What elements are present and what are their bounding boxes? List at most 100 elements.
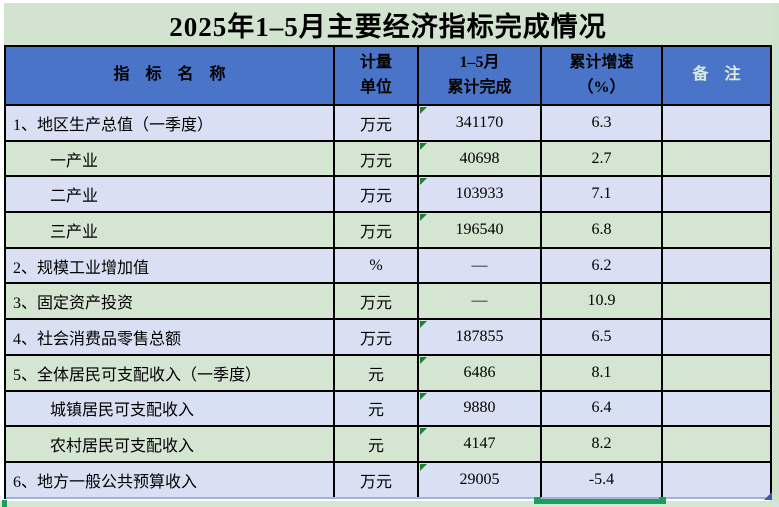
indicator-name-cell[interactable]: 4、社会消费品零售总额	[6, 320, 335, 354]
unit-cell[interactable]: 万元	[335, 462, 419, 497]
selection-handle-left[interactable]	[534, 497, 541, 504]
sheet-right-margin	[770, 3, 779, 507]
fill-handle-corner-icon	[764, 492, 772, 500]
indicator-name: 5、全体居民可支配收入（一季度）	[13, 366, 262, 384]
header-indicator-name[interactable]: 指 标 名 称	[6, 47, 335, 104]
growth-cell[interactable]: 2.7	[542, 141, 663, 176]
remark-cell[interactable]	[663, 106, 770, 140]
remark-cell[interactable]	[663, 320, 770, 354]
unit-value: 万元	[359, 116, 392, 134]
indicator-name: 6、地方一般公共预算收入	[13, 473, 198, 491]
value-cell[interactable]: 29005	[419, 462, 542, 497]
table-row: 3、固定资产投资 万元 — 10.9	[6, 284, 770, 321]
table-row: 城镇居民可支配收入 元 9880 6.4	[6, 391, 770, 428]
growth-cell[interactable]: 6.4	[542, 391, 663, 426]
header-growth-rate[interactable]: 累计增速 （%）	[542, 47, 663, 104]
growth-cell[interactable]: 6.3	[542, 106, 663, 140]
table-row: 一产业 万元 40698 2.7	[6, 141, 770, 178]
header-unit[interactable]: 计量 单位	[335, 47, 419, 104]
selection-handle-row-edge[interactable]	[2, 500, 7, 507]
growth-value: 6.5	[591, 327, 612, 345]
growth-value: 8.2	[591, 435, 612, 453]
table-row: 二产业 万元 103933 7.1	[6, 177, 770, 214]
growth-value: 7.1	[591, 185, 612, 203]
growth-value: 2.7	[591, 149, 612, 167]
growth-cell[interactable]: 6.2	[542, 248, 663, 283]
value-cell[interactable]: 187855	[419, 320, 542, 354]
table-title-cell[interactable]: 2025年1–5月主要经济指标完成情况	[4, 3, 772, 45]
header-cumulative-completed[interactable]: 1–5月 累计完成	[419, 47, 542, 104]
indicator-name: 2、规模工业增加值	[13, 259, 150, 277]
indicator-name-cell[interactable]: 6、地方一般公共预算收入	[6, 462, 335, 497]
remark-cell[interactable]	[663, 356, 770, 390]
value-cell[interactable]: 9880	[419, 391, 542, 426]
indicator-name: 三产业	[50, 223, 99, 241]
unit-cell[interactable]: 万元	[335, 106, 419, 140]
unit-value: 元	[367, 402, 384, 420]
indicator-name-cell[interactable]: 3、固定资产投资	[6, 284, 335, 319]
unit-cell[interactable]: 元	[335, 355, 419, 390]
growth-value: 6.3	[591, 113, 612, 131]
unit-cell[interactable]: 万元	[335, 213, 419, 247]
remark-cell[interactable]	[663, 213, 770, 247]
value-cell[interactable]: 40698	[419, 141, 542, 176]
remark-cell[interactable]	[663, 463, 770, 497]
table-row: 三产业 万元 196540 6.8	[6, 213, 770, 249]
unit-value: 万元	[359, 473, 392, 491]
unit-cell[interactable]: 万元	[335, 141, 419, 176]
unit-cell[interactable]: %	[335, 248, 419, 283]
indicator-table: 2025年1–5月主要经济指标完成情况 指 标 名 称 计量 单位 1–5月 累…	[4, 3, 772, 499]
growth-cell[interactable]: 6.5	[542, 320, 663, 354]
unit-value: 万元	[359, 188, 392, 206]
header-remark[interactable]: 备 注	[692, 66, 741, 84]
remark-cell[interactable]	[663, 177, 770, 211]
value-cell[interactable]: —	[419, 248, 542, 283]
indicator-name-cell[interactable]: 5、全体居民可支配收入（一季度）	[6, 355, 335, 390]
selection-handle-right[interactable]	[659, 497, 666, 504]
indicator-name-cell[interactable]: 二产业	[6, 177, 335, 212]
indicator-name-cell[interactable]: 农村居民可支配收入	[6, 427, 335, 461]
table-row: 5、全体居民可支配收入（一季度） 元 6486 8.1	[6, 355, 770, 392]
value-text: 196540	[455, 220, 504, 238]
value-text: —	[471, 256, 488, 274]
indicator-name: 1、地区生产总值（一季度）	[13, 116, 214, 134]
table-row: 1、地区生产总值（一季度） 万元 341170 6.3	[6, 106, 770, 142]
growth-cell[interactable]: 10.9	[542, 284, 663, 319]
number-as-text-flag-icon	[420, 142, 427, 150]
growth-cell[interactable]: 8.1	[542, 355, 663, 390]
value-text: 40698	[459, 149, 500, 167]
number-as-text-flag-icon	[420, 463, 427, 471]
indicator-name-cell[interactable]: 城镇居民可支配收入	[6, 391, 335, 426]
growth-cell[interactable]: 6.8	[542, 213, 663, 247]
indicator-name-cell[interactable]: 2、规模工业增加值	[6, 248, 335, 283]
growth-cell[interactable]: -5.4	[542, 462, 663, 497]
unit-cell[interactable]: 元	[335, 427, 419, 461]
unit-value: 万元	[359, 295, 392, 313]
value-cell[interactable]: 196540	[419, 213, 542, 247]
indicator-name-cell[interactable]: 三产业	[6, 213, 335, 247]
table-row: 农村居民可支配收入 元 4147 8.2	[6, 427, 770, 463]
growth-cell[interactable]: 7.1	[542, 177, 663, 212]
value-cell[interactable]: 6486	[419, 355, 542, 390]
value-cell[interactable]: 103933	[419, 177, 542, 212]
value-cell[interactable]: 4147	[419, 427, 542, 461]
remark-cell[interactable]	[663, 284, 770, 318]
unit-cell[interactable]: 万元	[335, 320, 419, 354]
unit-cell[interactable]: 元	[335, 391, 419, 426]
remark-cell[interactable]	[663, 142, 770, 176]
indicator-name-cell[interactable]: 1、地区生产总值（一季度）	[6, 106, 335, 140]
number-as-text-flag-icon	[420, 107, 427, 114]
value-cell[interactable]: 341170	[419, 106, 542, 140]
indicator-name-cell[interactable]: 一产业	[6, 141, 335, 176]
unit-cell[interactable]: 万元	[335, 284, 419, 319]
active-cell-selection-border[interactable]	[537, 499, 665, 504]
value-cell[interactable]: —	[419, 284, 542, 319]
growth-cell[interactable]: 8.2	[542, 427, 663, 461]
unit-cell[interactable]: 万元	[335, 177, 419, 212]
table-row: 4、社会消费品零售总额 万元 187855 6.5	[6, 320, 770, 356]
remark-cell[interactable]	[663, 249, 770, 283]
remark-cell[interactable]	[663, 427, 770, 461]
indicator-name: 农村居民可支配收入	[50, 438, 195, 456]
indicator-name: 一产业	[50, 152, 99, 170]
remark-cell[interactable]	[663, 392, 770, 426]
